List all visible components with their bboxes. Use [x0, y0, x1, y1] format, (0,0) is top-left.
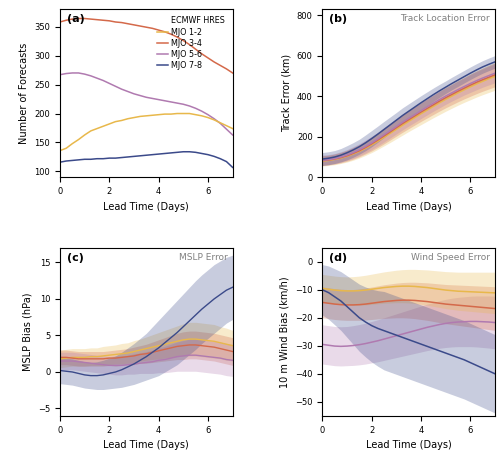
Text: Wind Speed Error: Wind Speed Error [411, 253, 490, 262]
X-axis label: Lead Time (Days): Lead Time (Days) [104, 440, 189, 450]
Text: MSLP Error: MSLP Error [178, 253, 228, 262]
X-axis label: Lead Time (Days): Lead Time (Days) [104, 201, 189, 212]
Legend: ECMWF HRES, MJO 1-2, MJO 3-4, MJO 5-6, MJO 7-8: ECMWF HRES, MJO 1-2, MJO 3-4, MJO 5-6, M… [154, 13, 228, 73]
Y-axis label: MSLP Bias (hPa): MSLP Bias (hPa) [22, 292, 32, 371]
Y-axis label: Track Error (km): Track Error (km) [281, 54, 291, 132]
Text: (d): (d) [330, 253, 347, 263]
X-axis label: Lead Time (Days): Lead Time (Days) [366, 440, 452, 450]
Text: Track Location Error: Track Location Error [400, 14, 490, 23]
Y-axis label: 10 m Wind Bias (km/h): 10 m Wind Bias (km/h) [280, 276, 289, 388]
X-axis label: Lead Time (Days): Lead Time (Days) [366, 201, 452, 212]
Text: (b): (b) [330, 14, 347, 24]
Text: (c): (c) [67, 253, 84, 263]
Y-axis label: Number of Forecasts: Number of Forecasts [19, 43, 29, 144]
Text: (a): (a) [67, 14, 84, 24]
